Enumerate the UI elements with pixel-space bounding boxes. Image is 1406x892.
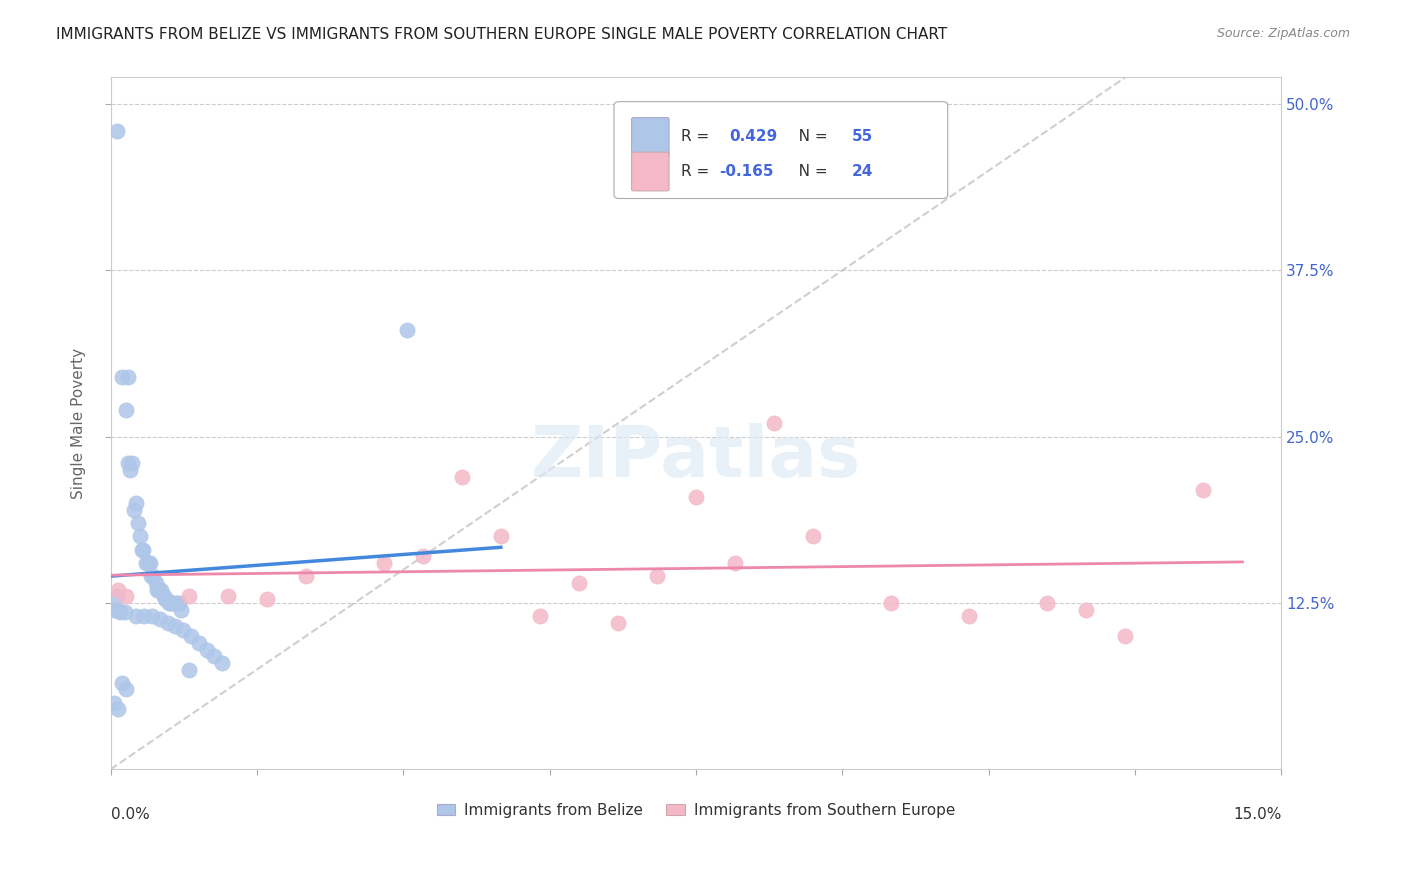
Point bbox=[117, 456, 139, 470]
Text: R =: R = bbox=[681, 129, 718, 145]
Point bbox=[256, 592, 278, 607]
Point bbox=[450, 469, 472, 483]
Point bbox=[115, 682, 138, 697]
Point bbox=[111, 369, 134, 384]
Point bbox=[172, 623, 194, 637]
Point bbox=[131, 542, 153, 557]
Point bbox=[396, 323, 419, 337]
Point bbox=[117, 369, 139, 384]
Point bbox=[165, 618, 187, 632]
Point bbox=[1076, 602, 1098, 616]
Text: 0.429: 0.429 bbox=[728, 129, 778, 145]
Point bbox=[160, 596, 183, 610]
Point bbox=[957, 609, 980, 624]
Point bbox=[149, 612, 172, 626]
Point bbox=[120, 463, 142, 477]
Point bbox=[127, 516, 149, 531]
Point bbox=[105, 123, 128, 137]
Point bbox=[156, 615, 179, 630]
Text: N =: N = bbox=[783, 164, 832, 179]
Point bbox=[111, 675, 134, 690]
Point bbox=[606, 615, 628, 630]
Point bbox=[157, 596, 180, 610]
FancyBboxPatch shape bbox=[614, 102, 948, 199]
Point bbox=[217, 590, 239, 604]
Point bbox=[105, 590, 128, 604]
Point bbox=[107, 602, 129, 616]
Point bbox=[763, 417, 786, 431]
Point bbox=[294, 569, 316, 583]
Point bbox=[162, 596, 184, 610]
FancyBboxPatch shape bbox=[631, 118, 669, 156]
Point bbox=[136, 556, 159, 570]
Text: -0.165: -0.165 bbox=[720, 164, 773, 179]
Point bbox=[121, 456, 143, 470]
Point bbox=[115, 403, 138, 417]
Point bbox=[107, 582, 129, 597]
Point bbox=[115, 590, 138, 604]
Text: Source: ZipAtlas.com: Source: ZipAtlas.com bbox=[1216, 27, 1350, 40]
Point bbox=[195, 642, 218, 657]
Point bbox=[129, 529, 152, 543]
Point bbox=[142, 569, 165, 583]
Point bbox=[132, 609, 155, 624]
Point bbox=[145, 576, 167, 591]
Text: R =: R = bbox=[681, 164, 714, 179]
Point bbox=[166, 596, 188, 610]
Point bbox=[141, 609, 163, 624]
FancyBboxPatch shape bbox=[631, 153, 669, 191]
Point bbox=[148, 582, 170, 597]
Text: 0.0%: 0.0% bbox=[111, 807, 149, 822]
Point bbox=[114, 605, 136, 619]
Text: 55: 55 bbox=[852, 129, 873, 145]
Point bbox=[177, 590, 200, 604]
Point bbox=[211, 656, 233, 670]
Point bbox=[373, 556, 395, 570]
Point bbox=[152, 590, 174, 604]
Point bbox=[138, 556, 160, 570]
Point bbox=[529, 609, 551, 624]
Point bbox=[153, 592, 176, 607]
Point bbox=[170, 602, 193, 616]
Point bbox=[1114, 629, 1136, 643]
Point bbox=[135, 556, 157, 570]
Text: IMMIGRANTS FROM BELIZE VS IMMIGRANTS FROM SOUTHERN EUROPE SINGLE MALE POVERTY CO: IMMIGRANTS FROM BELIZE VS IMMIGRANTS FRO… bbox=[56, 27, 948, 42]
Point bbox=[139, 569, 162, 583]
Point bbox=[685, 490, 707, 504]
Point bbox=[150, 582, 173, 597]
Point bbox=[568, 576, 591, 591]
Legend: Immigrants from Belize, Immigrants from Southern Europe: Immigrants from Belize, Immigrants from … bbox=[430, 797, 962, 824]
Point bbox=[187, 636, 209, 650]
Point bbox=[1192, 483, 1215, 497]
Point bbox=[107, 702, 129, 716]
Point bbox=[103, 602, 125, 616]
Point bbox=[880, 596, 903, 610]
Point bbox=[146, 582, 169, 597]
Point bbox=[167, 596, 190, 610]
Point bbox=[202, 649, 225, 664]
Text: 24: 24 bbox=[852, 164, 873, 179]
Text: 15.0%: 15.0% bbox=[1233, 807, 1281, 822]
Point bbox=[645, 569, 668, 583]
Point bbox=[122, 503, 145, 517]
Point bbox=[180, 629, 202, 643]
Point bbox=[103, 696, 125, 710]
Point bbox=[124, 496, 146, 510]
Text: N =: N = bbox=[783, 129, 832, 145]
Point bbox=[125, 609, 148, 624]
Point bbox=[163, 596, 186, 610]
Y-axis label: Single Male Poverty: Single Male Poverty bbox=[72, 348, 86, 499]
Point bbox=[412, 549, 434, 564]
Text: ZIPatlas: ZIPatlas bbox=[531, 424, 860, 492]
Point bbox=[108, 605, 131, 619]
Point bbox=[489, 529, 512, 543]
Point bbox=[801, 529, 824, 543]
Point bbox=[724, 556, 747, 570]
Point bbox=[177, 663, 200, 677]
Point bbox=[1036, 596, 1059, 610]
Point bbox=[132, 542, 155, 557]
Point bbox=[156, 593, 179, 607]
